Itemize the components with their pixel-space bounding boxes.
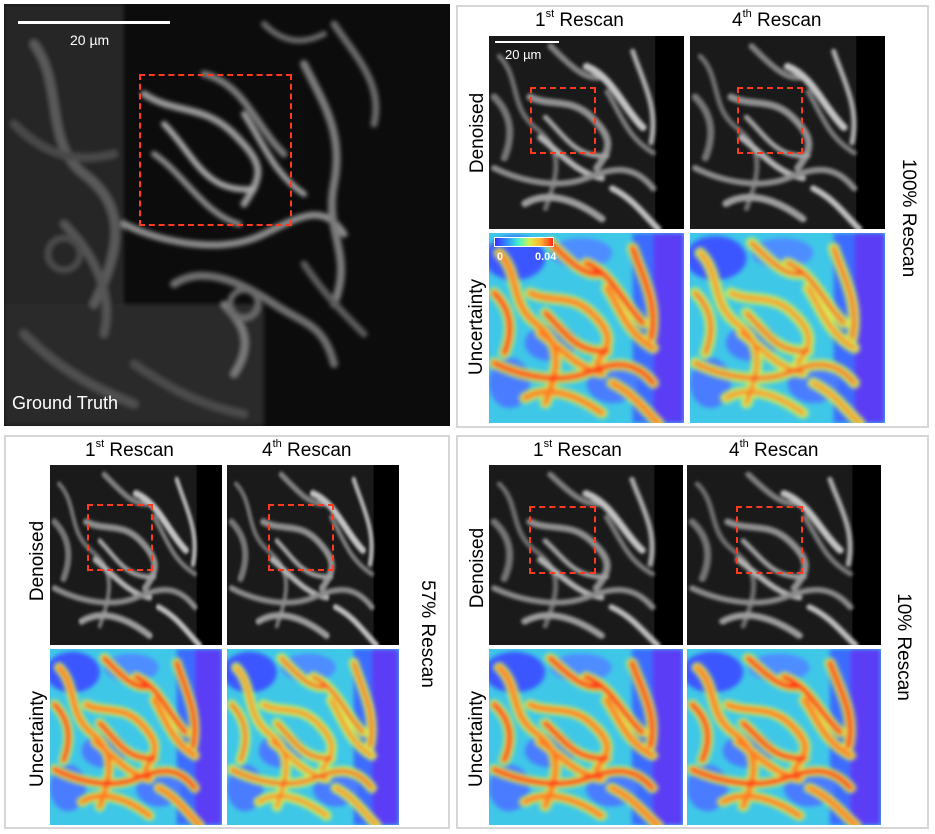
panel-100-side-label: 100% Rescan	[898, 158, 919, 278]
panel-100-scalebar-label: 20 µm	[505, 47, 542, 62]
panel-57-uncertainty-1st	[50, 649, 222, 825]
panel-10-uncertainty-4th	[687, 649, 881, 825]
panel-100-uncertainty-1st	[489, 233, 684, 423]
panel-100-header-1st: 1st Rescan	[535, 8, 624, 31]
panel-57-roi-4th	[268, 504, 334, 571]
panel-100-denoised-label: Denoised	[467, 92, 488, 174]
colorbar-max-label: 0.04	[535, 251, 557, 263]
panel-10-header-1st: 1st Rescan	[533, 438, 622, 461]
panel-100-denoised-4th	[690, 36, 885, 229]
ground-truth-label: Ground Truth	[12, 393, 119, 413]
panel-10-uncertainty-1st	[489, 649, 683, 825]
uncertainty-colorbar	[494, 237, 554, 247]
panel-57-denoised-label: Denoised	[27, 520, 48, 602]
panel-10-header-4th: 4th Rescan	[729, 438, 819, 461]
ground-truth-roi-box	[139, 74, 292, 226]
colorbar-min-label: 0	[497, 251, 504, 263]
panel-57-uncertainty-label: Uncertainty	[27, 690, 48, 788]
panel-10-denoised-label: Denoised	[467, 527, 488, 609]
panel-100-scalebar	[495, 41, 559, 43]
panel-57-header-4th: 4th Rescan	[262, 438, 352, 461]
panel-10-denoised-1st	[489, 465, 683, 645]
panel-10-side-label: 10% Rescan	[893, 593, 914, 701]
panel-57-denoised-1st	[50, 465, 222, 645]
panel-10-uncertainty-label: Uncertainty	[466, 690, 487, 788]
panel-57-header-1st: 1st Rescan	[85, 438, 174, 461]
ground-truth-scalebar	[18, 21, 170, 24]
panel-57-denoised-4th	[227, 465, 399, 645]
panel-10-roi-4th	[736, 506, 803, 574]
panel-10-denoised-4th	[687, 465, 881, 645]
panel-100-uncertainty-4th	[690, 233, 885, 423]
panel-57-side-label: 57% Rescan	[417, 580, 438, 688]
panel-100-header-4th: 4th Rescan	[732, 8, 822, 31]
panel-100-roi-4th	[737, 87, 803, 154]
panel-100-roi-1st	[530, 87, 596, 154]
panel-100-uncertainty-label: Uncertainty	[466, 278, 487, 376]
ground-truth-scalebar-label: 20 µm	[70, 32, 110, 48]
panel-10-roi-1st	[529, 506, 596, 574]
panel-57-uncertainty-4th	[227, 649, 399, 825]
panel-57-roi-1st	[87, 504, 153, 571]
panel-100-denoised-1st	[489, 36, 684, 229]
